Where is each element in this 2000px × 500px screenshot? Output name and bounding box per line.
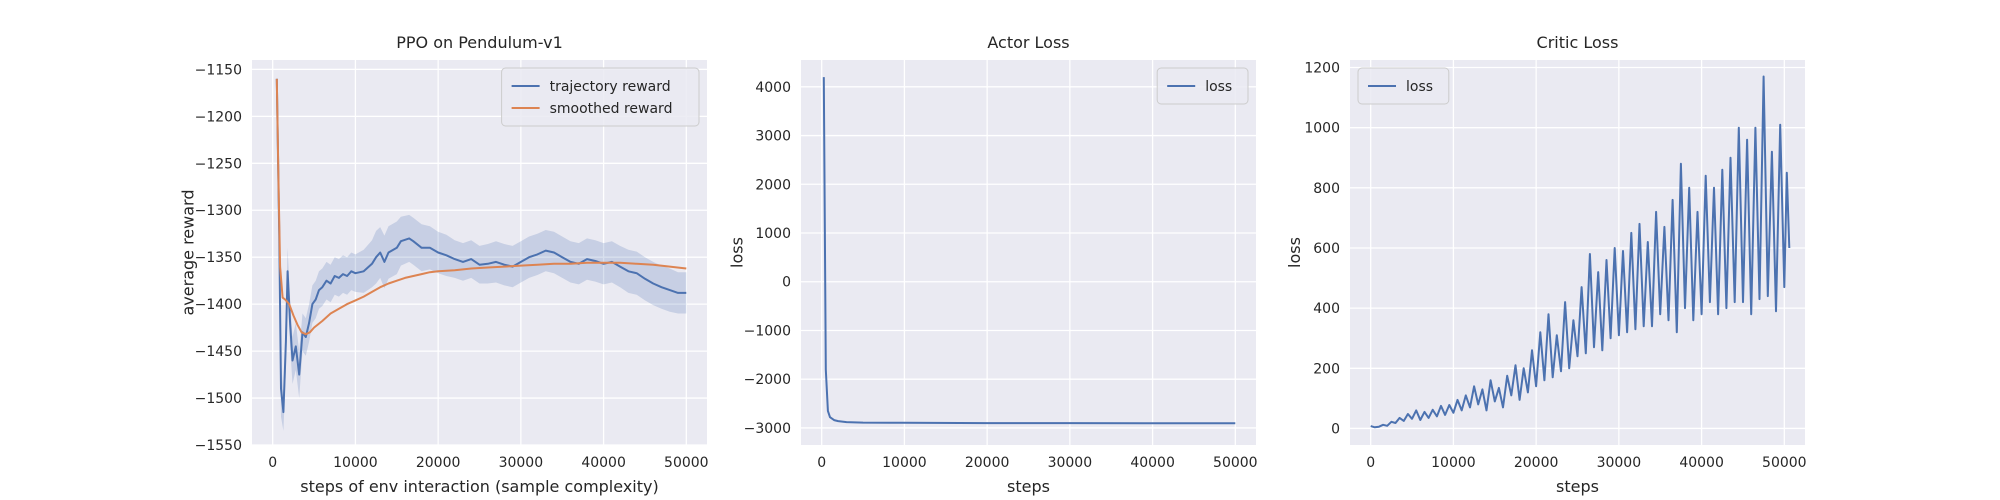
y-tick-label: 1000 xyxy=(1304,121,1340,137)
y-tick-label: −1350 xyxy=(195,250,242,266)
y-tick-label: 4000 xyxy=(755,80,791,96)
x-tick-label: 20000 xyxy=(965,455,1010,471)
legend-label: trajectory reward xyxy=(550,79,671,95)
y-tick-label: 2000 xyxy=(755,177,791,193)
x-tick-label: 50000 xyxy=(1213,455,1258,471)
y-tick-label: −1150 xyxy=(195,62,242,78)
x-tick-label: 0 xyxy=(268,455,277,471)
legend: trajectory reward smoothed reward xyxy=(502,68,699,126)
x-tick-label: 50000 xyxy=(664,455,709,471)
legend-label: smoothed reward xyxy=(550,101,673,117)
x-tick-label: 10000 xyxy=(1431,455,1476,471)
y-tick-label: −1000 xyxy=(744,323,791,339)
chart-title: PPO on Pendulum-v1 xyxy=(396,33,563,52)
y-tick-label: 1200 xyxy=(1304,61,1340,77)
x-tick-label: 30000 xyxy=(1048,455,1093,471)
chart-panel-1: 0 10000 20000 30000 40000 50000 −1550 −1500 −145… xyxy=(179,33,709,496)
y-tick-label: 0 xyxy=(782,275,791,291)
y-tick-label: −1400 xyxy=(195,297,242,313)
y-tick-label: −1500 xyxy=(195,391,242,407)
x-axis-label: steps xyxy=(1556,477,1599,496)
y-tick-label: −3000 xyxy=(744,421,791,437)
x-tick-label: 0 xyxy=(1366,455,1375,471)
x-axis-label: steps xyxy=(1007,477,1050,496)
legend-box xyxy=(502,68,699,126)
legend: loss xyxy=(1358,68,1449,104)
y-tick-label: 600 xyxy=(1313,241,1340,257)
y-tick-label: 800 xyxy=(1313,181,1340,197)
y-tick-label: −1550 xyxy=(195,438,242,454)
x-tick-label: 40000 xyxy=(1679,455,1724,471)
legend: loss xyxy=(1157,68,1248,104)
x-axis-label: steps of env interaction (sample complex… xyxy=(300,477,658,496)
x-tick-label: 10000 xyxy=(882,455,927,471)
y-tick-label: 1000 xyxy=(755,226,791,242)
legend-label: loss xyxy=(1205,79,1232,95)
y-axis-label: loss xyxy=(1285,237,1304,268)
legend-label: loss xyxy=(1406,79,1433,95)
x-tick-label: 30000 xyxy=(499,455,544,471)
x-tick-label: 20000 xyxy=(416,455,461,471)
x-tick-label: 50000 xyxy=(1762,455,1807,471)
y-tick-label: −2000 xyxy=(744,372,791,388)
x-tick-label: 30000 xyxy=(1597,455,1642,471)
y-tick-label: −1450 xyxy=(195,344,242,360)
y-axis-label: average reward xyxy=(179,190,198,316)
x-tick-label: 10000 xyxy=(333,455,378,471)
x-tick-label: 0 xyxy=(817,455,826,471)
y-tick-label: 400 xyxy=(1313,301,1340,317)
y-axis-label: loss xyxy=(728,237,747,268)
x-tick-label: 20000 xyxy=(1514,455,1559,471)
y-tick-label: 3000 xyxy=(755,129,791,145)
x-tick-label: 40000 xyxy=(1130,455,1175,471)
y-tick-label: −1300 xyxy=(195,203,242,219)
y-tick-label: 0 xyxy=(1331,421,1340,437)
y-tick-label: −1200 xyxy=(195,109,242,125)
chart-panel-3: 0 10000 20000 30000 40000 50000 0 200 400 600 800 1… xyxy=(1285,33,1807,496)
chart-panel-2: 0 10000 20000 30000 40000 50000−3000−2000−100… xyxy=(728,33,1258,496)
x-tick-label: 40000 xyxy=(581,455,626,471)
plot-area xyxy=(801,60,1256,445)
y-tick-label: 200 xyxy=(1313,361,1340,377)
chart-title: Actor Loss xyxy=(987,33,1069,52)
chart-title: Critic Loss xyxy=(1537,33,1619,52)
y-tick-label: −1250 xyxy=(195,156,242,172)
